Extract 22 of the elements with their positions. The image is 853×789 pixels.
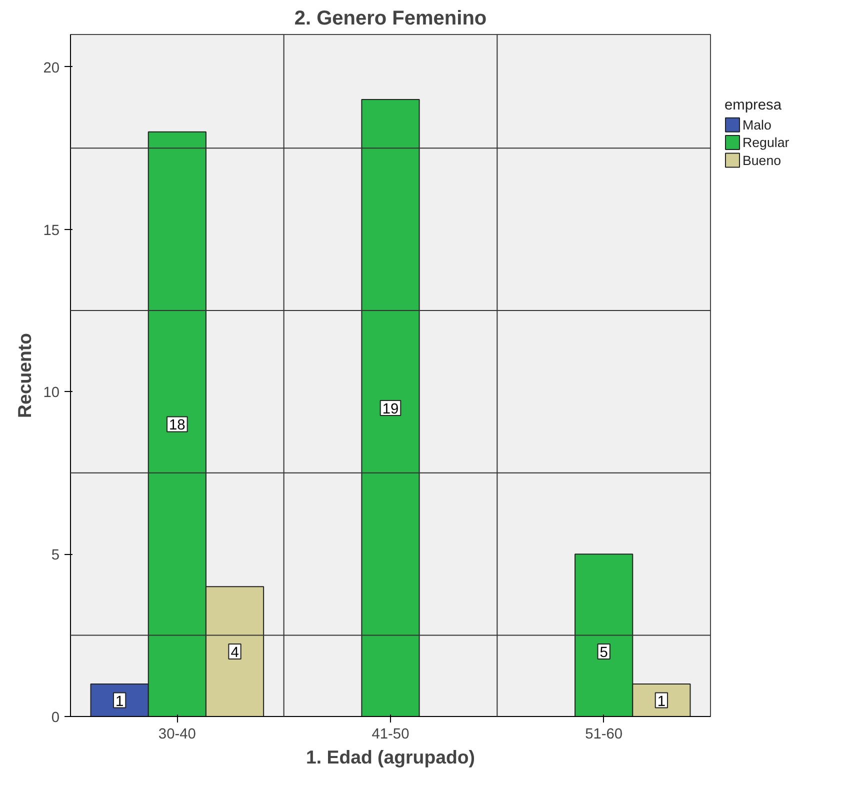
legend-label: Malo: [742, 117, 772, 132]
data-label: 18: [169, 418, 186, 434]
x-tick-label: 30-40: [158, 726, 196, 742]
y-tick-label: 15: [43, 222, 60, 239]
y-axis-title: Recuento: [14, 332, 36, 418]
x-tick-label: 41-50: [372, 726, 410, 742]
y-tick-label: 5: [51, 548, 60, 564]
data-label: 1: [115, 694, 124, 710]
data-label: 4: [230, 645, 239, 662]
bar: [361, 98, 420, 716]
y-tick-label: 0: [51, 710, 60, 726]
x-tick-label: 51-60: [585, 726, 623, 742]
legend-title: empresa: [724, 97, 782, 114]
legend-label: Regular: [742, 135, 790, 150]
chart-title: 2. Genero Femenino: [294, 8, 487, 30]
legend-label: Bueno: [742, 152, 782, 168]
data-label: 1: [657, 694, 666, 710]
data-label: 19: [382, 401, 399, 418]
data-label: 5: [600, 645, 608, 662]
y-tick-label: 20: [43, 60, 60, 76]
x-axis-title: 1. Edad (agrupado): [306, 746, 475, 768]
y-tick-label: 10: [43, 385, 60, 402]
